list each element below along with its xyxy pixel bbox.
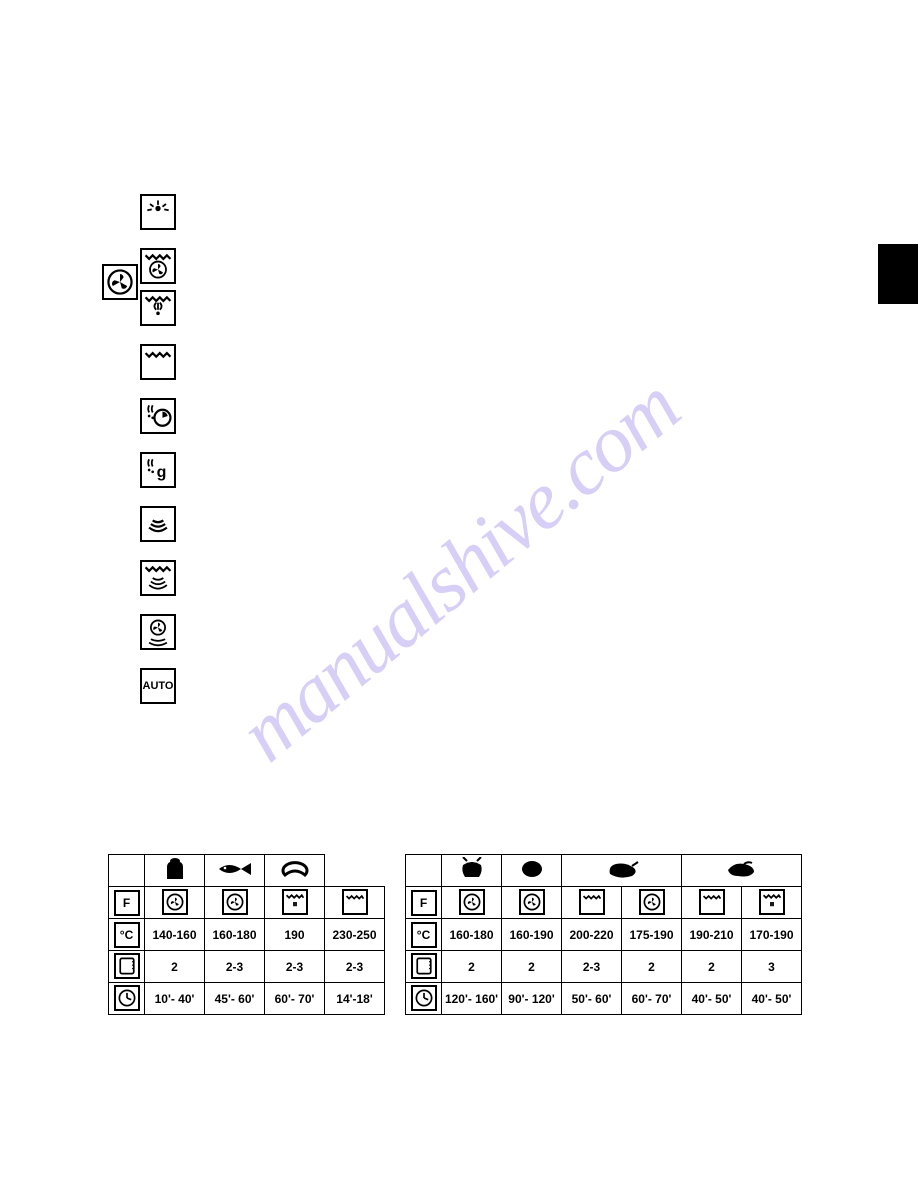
cooking-table-1: F °C 140-160 160-180 190 230-250 2 2-3 2…	[108, 854, 385, 1015]
table-cell: 2	[682, 951, 742, 983]
defrost-time-icon	[140, 398, 176, 434]
table-cell: 2	[145, 951, 205, 983]
watermark: manualshive.com	[221, 360, 696, 780]
table-cell: 200-220	[562, 919, 622, 951]
microwave-icon	[140, 506, 176, 542]
table-cell: 170-190	[742, 919, 802, 951]
time-row-label	[406, 983, 442, 1015]
table-cell: 120'- 160'	[442, 983, 502, 1015]
table-cell: 90'- 120'	[502, 983, 562, 1015]
table-cell: 160-180	[442, 919, 502, 951]
table-cell: 2-3	[562, 951, 622, 983]
table-cell: 3	[742, 951, 802, 983]
page-tab	[878, 244, 918, 304]
fish-icon	[205, 855, 265, 887]
table-cell: 60'- 70'	[265, 983, 325, 1015]
mode-row-label: F	[406, 887, 442, 919]
pizza-icon	[265, 855, 325, 887]
top-heat-icon	[140, 344, 176, 380]
top-heat-fan-icon	[140, 248, 176, 284]
level-row-label	[406, 951, 442, 983]
table-cell: 190	[265, 919, 325, 951]
table-cell: 60'- 70'	[622, 983, 682, 1015]
table-cell: 2	[442, 951, 502, 983]
fan-icon	[102, 264, 138, 300]
temp-row-label: °C	[406, 919, 442, 951]
cooking-table-2: F °C 160-180 160-190 200-220 175-190 190…	[405, 854, 802, 1015]
svg-text:g: g	[157, 464, 167, 481]
table-cell: 140-160	[145, 919, 205, 951]
table-cell: 14'-18'	[325, 983, 385, 1015]
oven-light-icon	[140, 194, 176, 230]
function-icon-column: g AUTO	[140, 194, 176, 704]
table-cell: 190-210	[682, 919, 742, 951]
roast-icon	[502, 855, 562, 887]
table-cell: 40'- 50'	[682, 983, 742, 1015]
table-cell: 10'- 40'	[145, 983, 205, 1015]
auto-icon: AUTO	[140, 668, 176, 704]
fan-microwave-icon	[140, 614, 176, 650]
table-cell: 2	[502, 951, 562, 983]
table-cell: 2-3	[325, 951, 385, 983]
level-row-label	[109, 951, 145, 983]
table-cell: 230-250	[325, 919, 385, 951]
cake-icon	[145, 855, 205, 887]
poultry-icon	[562, 855, 682, 887]
table-cell: 175-190	[622, 919, 682, 951]
temp-row-label: °C	[109, 919, 145, 951]
table-cell: 2-3	[205, 951, 265, 983]
meat-icon	[682, 855, 802, 887]
table-cell: 40'- 50'	[742, 983, 802, 1015]
table-cell: 45'- 60'	[205, 983, 265, 1015]
table-cell: 2-3	[265, 951, 325, 983]
table-cell: 160-180	[205, 919, 265, 951]
table-cell: 2	[622, 951, 682, 983]
table-cell: 160-190	[502, 919, 562, 951]
defrost-weight-icon: g	[140, 452, 176, 488]
top-heat-fan2-icon	[140, 290, 176, 326]
grill-microwave-icon	[140, 560, 176, 596]
table-cell: 50'- 60'	[562, 983, 622, 1015]
time-row-label	[109, 983, 145, 1015]
beef-icon	[442, 855, 502, 887]
mode-row-label: F	[109, 887, 145, 919]
